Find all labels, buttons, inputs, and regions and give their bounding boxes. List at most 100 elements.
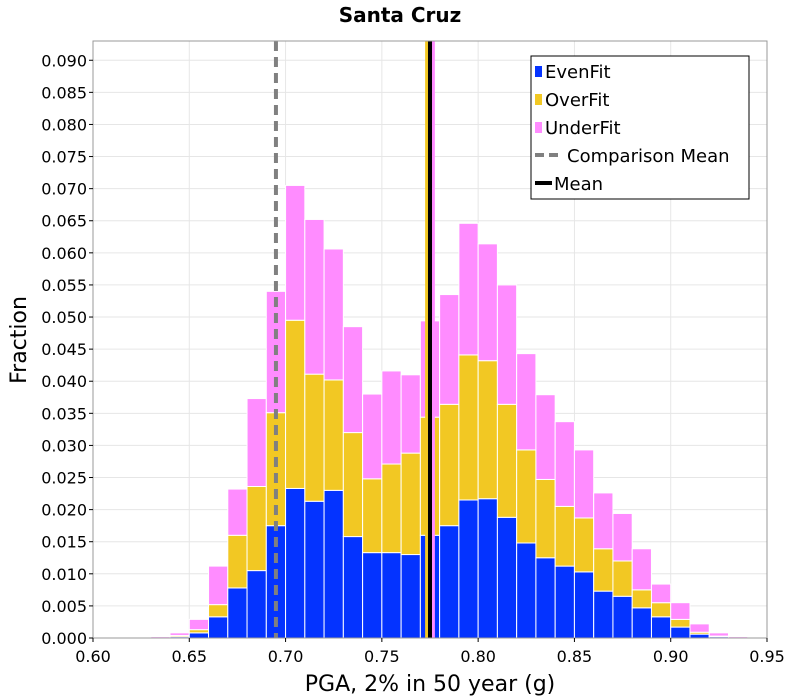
- y-tick-label: 0.025: [41, 469, 87, 488]
- bar-evenfit: [285, 487, 306, 639]
- bar-overfit: [304, 373, 325, 502]
- chart-title: Santa Cruz: [339, 3, 462, 27]
- bar-evenfit: [535, 557, 556, 639]
- bar-overfit: [554, 505, 575, 567]
- y-tick-label: 0.060: [41, 244, 87, 263]
- bar-overfit: [362, 478, 383, 554]
- bar-evenfit: [323, 489, 344, 639]
- y-tick-label: 0.040: [41, 372, 87, 391]
- bar-evenfit: [670, 626, 691, 639]
- legend-swatch-evenfit: [535, 66, 542, 77]
- x-tick-label: 0.60: [75, 647, 111, 666]
- x-axis-label: PGA, 2% in 50 year (g): [305, 672, 556, 697]
- bar-evenfit: [554, 565, 575, 639]
- bar-overfit: [496, 403, 518, 518]
- legend-label-evenfit: EvenFit: [545, 62, 611, 83]
- y-tick-label: 0.010: [41, 565, 87, 584]
- bar-evenfit: [400, 554, 421, 639]
- x-tick-label: 0.75: [364, 647, 400, 666]
- y-tick-label: 0.080: [41, 115, 87, 134]
- bar-evenfit: [631, 607, 652, 639]
- bar-underfit: [573, 449, 595, 519]
- legend: EvenFit OverFit UnderFit Comparison Mean…: [530, 55, 750, 200]
- bar-underfit: [670, 602, 691, 620]
- bar-overfit: [285, 319, 306, 489]
- y-tick-label: 0.030: [41, 436, 87, 455]
- bar-underfit: [593, 492, 614, 550]
- legend-label-mean: Mean: [554, 174, 603, 195]
- bar-evenfit: [362, 552, 383, 639]
- bar-evenfit: [439, 525, 460, 639]
- y-tick-label: 0.000: [41, 629, 87, 648]
- bar-underfit: [612, 512, 633, 562]
- legend-label-underfit: UnderFit: [545, 118, 621, 139]
- bar-underfit: [516, 353, 537, 451]
- bar-underfit: [169, 632, 190, 636]
- x-tick-label: 0.85: [557, 647, 593, 666]
- bar-underfit: [554, 421, 575, 507]
- bar-overfit: [246, 486, 267, 572]
- y-tick-label: 0.045: [41, 340, 87, 359]
- bar-evenfit: [477, 498, 498, 639]
- bar-evenfit: [612, 595, 633, 639]
- bar-underfit: [708, 632, 729, 637]
- y-tick-label: 0.005: [41, 597, 87, 616]
- x-tick-label: 0.90: [653, 647, 689, 666]
- bar-overfit: [631, 589, 652, 609]
- bar-overfit: [208, 604, 229, 618]
- y-tick-label: 0.065: [41, 212, 87, 231]
- bar-evenfit: [516, 542, 537, 639]
- bar-underfit: [631, 548, 652, 591]
- bar-overfit: [670, 618, 691, 628]
- bar-evenfit: [304, 500, 325, 639]
- bar-underfit: [458, 222, 479, 356]
- y-tick-label: 0.085: [41, 83, 87, 102]
- bar-overfit: [381, 463, 402, 554]
- x-axis-ticks: 0.60 0.65 0.70 0.75 0.80 0.85 0.90 0.95: [75, 638, 785, 666]
- bar-overfit: [593, 548, 614, 592]
- bar-evenfit: [593, 590, 614, 639]
- bar-overfit: [573, 517, 595, 573]
- bar-evenfit: [381, 552, 402, 639]
- bar-overfit: [535, 478, 556, 559]
- bar-underfit: [381, 370, 402, 465]
- bar-evenfit: [458, 499, 479, 639]
- bar-evenfit: [496, 516, 518, 639]
- bar-underfit: [689, 623, 710, 633]
- y-tick-label: 0.090: [41, 51, 87, 70]
- x-tick-label: 0.70: [268, 647, 304, 666]
- legend-label-overfit: OverFit: [545, 90, 609, 111]
- bar-overfit: [516, 449, 537, 544]
- bar-underfit: [535, 394, 556, 480]
- legend-box: [530, 55, 750, 200]
- x-tick-label: 0.80: [460, 647, 496, 666]
- legend-swatch-underfit: [535, 122, 542, 133]
- y-tick-label: 0.050: [41, 308, 87, 327]
- bar-underfit: [400, 374, 421, 454]
- bar-overfit: [477, 360, 498, 500]
- bar-underfit: [208, 565, 229, 606]
- x-tick-label: 0.95: [749, 647, 785, 666]
- bar-evenfit: [188, 632, 210, 639]
- bar-evenfit: [342, 536, 364, 639]
- mean-lines: [273, 41, 435, 638]
- bar-underfit: [246, 398, 267, 488]
- bar-evenfit: [573, 571, 595, 639]
- bar-underfit: [304, 218, 325, 375]
- bar-underfit: [323, 248, 344, 381]
- bar-overfit: [439, 403, 460, 527]
- y-tick-label: 0.015: [41, 533, 87, 552]
- bar-underfit: [650, 583, 672, 604]
- bar-evenfit: [246, 570, 267, 639]
- bar-underfit: [227, 488, 248, 536]
- bar-overfit: [400, 452, 421, 556]
- bar-underfit: [439, 294, 460, 405]
- y-axis-ticks: 0.000 0.005 0.010 0.015 0.020 0.025 0.030 0.035…: [41, 51, 93, 648]
- legend-swatch-overfit: [535, 94, 542, 105]
- x-tick-label: 0.65: [171, 647, 207, 666]
- bar-overfit: [612, 560, 633, 597]
- legend-label-comparison-mean: Comparison Mean: [567, 146, 730, 167]
- bar-evenfit: [650, 616, 672, 639]
- y-tick-label: 0.070: [41, 180, 87, 199]
